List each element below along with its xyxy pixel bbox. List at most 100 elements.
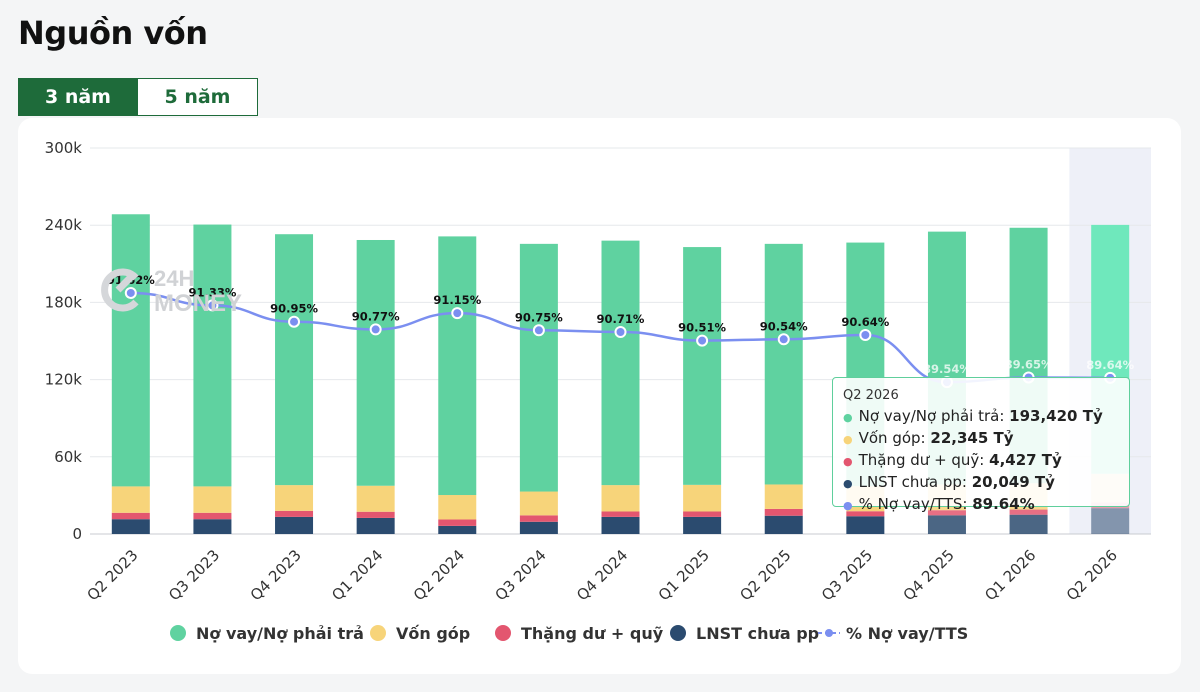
bar-debt[interactable] <box>193 224 232 487</box>
legend-marker-icon <box>670 625 686 641</box>
y-tick-label: 60k <box>54 448 82 466</box>
bar-surplus[interactable] <box>519 515 558 522</box>
x-tick-label: Q3 2023 <box>165 546 223 604</box>
x-tick-label: Q1 2024 <box>328 546 386 604</box>
bar-capital[interactable] <box>519 491 558 516</box>
ratio-data-label: 91.33% <box>188 285 236 299</box>
watermark-line1: 24H <box>154 266 194 291</box>
bar-debt[interactable] <box>601 240 640 486</box>
x-tick-label: Q2 2025 <box>736 546 794 604</box>
bar-retained[interactable] <box>846 516 885 534</box>
ratio-dot-icon: ● <box>843 499 853 512</box>
bar-debt[interactable] <box>519 243 558 492</box>
watermark-logo: 24H MONEY <box>92 264 262 317</box>
ratio-point[interactable] <box>532 324 545 337</box>
bar-surplus[interactable] <box>927 510 966 516</box>
bar-debt[interactable] <box>683 247 722 485</box>
ratio-data-label: 90.95% <box>270 302 318 316</box>
bar-capital[interactable] <box>275 485 314 511</box>
legend-item-capital[interactable]: Vốn góp <box>370 624 470 643</box>
tooltip-title: Q2 2026 <box>843 388 899 403</box>
bar-retained[interactable] <box>438 525 477 534</box>
x-tick-label: Q2 2026 <box>1063 546 1121 604</box>
bar-surplus[interactable] <box>1009 509 1048 515</box>
bar-retained[interactable] <box>111 519 150 534</box>
legend-label: Thặng dư + quỹ <box>521 624 664 643</box>
tooltip-row-retained: ● LNST chưa pp: 20,049 Tỷ <box>843 473 1055 491</box>
bar-capital[interactable] <box>193 486 232 513</box>
bar-capital[interactable] <box>683 484 722 512</box>
bar-surplus[interactable] <box>356 511 395 518</box>
y-tick-label: 180k <box>45 293 83 311</box>
bar-retained[interactable] <box>1091 508 1130 534</box>
ratio-point[interactable] <box>777 333 790 346</box>
bar-surplus[interactable] <box>846 511 885 517</box>
ratio-point[interactable] <box>288 315 301 328</box>
tooltip-row-surplus: ● Thặng dư + quỹ: 4,427 Tỷ <box>843 451 1062 469</box>
bar-retained[interactable] <box>193 519 232 534</box>
ratio-data-label: 89.64% <box>1086 358 1134 372</box>
period-tabs: 3 năm 5 năm <box>18 78 258 116</box>
bar-capital[interactable] <box>601 485 640 512</box>
bar-retained[interactable] <box>683 516 722 534</box>
x-tick-label: Q2 2024 <box>410 546 468 604</box>
bar-debt[interactable] <box>275 234 314 486</box>
ratio-point[interactable] <box>124 286 137 299</box>
debt-dot-icon: ● <box>843 411 853 424</box>
bar-capital[interactable] <box>764 484 803 509</box>
bar-capital[interactable] <box>356 485 395 512</box>
y-tick-label: 120k <box>45 371 83 389</box>
bar-surplus[interactable] <box>764 508 803 516</box>
tooltip-row-debt: ● Nợ vay/Nợ phải trả: 193,420 Tỷ <box>843 407 1103 425</box>
ratio-data-label: 90.75% <box>515 310 563 324</box>
logo-icon <box>101 268 139 312</box>
bar-retained[interactable] <box>927 515 966 534</box>
bar-retained[interactable] <box>275 516 314 534</box>
x-tick-label: Q4 2025 <box>900 546 958 604</box>
ratio-data-label: 89.65% <box>1005 357 1053 371</box>
bar-debt[interactable] <box>356 239 395 486</box>
legend-item-ratio[interactable]: % Nợ vay/TTS <box>818 624 968 643</box>
bar-surplus[interactable] <box>438 519 477 526</box>
bar-capital[interactable] <box>438 495 477 520</box>
page-title: Nguồn vốn <box>18 14 208 52</box>
legend-label: Nợ vay/Nợ phải trả <box>196 624 364 643</box>
legend-item-debt[interactable]: Nợ vay/Nợ phải trả <box>170 624 364 643</box>
ratio-data-label: 90.77% <box>352 309 400 323</box>
ratio-point[interactable] <box>369 323 382 336</box>
tab-3-years[interactable]: 3 năm <box>18 78 138 116</box>
chart-tooltip: Q2 2026 ● Nợ vay/Nợ phải trả: 193,420 Tỷ … <box>832 377 1130 513</box>
capital-dot-icon: ● <box>843 433 853 446</box>
ratio-point[interactable] <box>614 325 627 338</box>
x-tick-label: Q1 2026 <box>981 546 1039 604</box>
ratio-point[interactable] <box>206 299 219 312</box>
bar-retained[interactable] <box>519 521 558 534</box>
legend-item-retained[interactable]: LNST chưa pp <box>670 624 819 643</box>
bar-surplus[interactable] <box>683 511 722 517</box>
bar-debt[interactable] <box>438 236 477 496</box>
bar-retained[interactable] <box>1009 514 1048 534</box>
x-tick-label: Q3 2025 <box>818 546 876 604</box>
bar-surplus[interactable] <box>601 511 640 517</box>
bar-retained[interactable] <box>601 516 640 534</box>
y-tick-label: 0 <box>72 525 82 543</box>
bar-retained[interactable] <box>356 517 395 534</box>
ratio-data-label: 91.15% <box>433 293 481 307</box>
x-tick-label: Q4 2023 <box>247 546 305 604</box>
ratio-point[interactable] <box>696 334 709 347</box>
x-tick-label: Q2 2023 <box>83 546 141 604</box>
surplus-dot-icon: ● <box>843 455 853 468</box>
bar-debt[interactable] <box>764 243 803 485</box>
bar-surplus[interactable] <box>193 512 232 520</box>
ratio-point[interactable] <box>859 328 872 341</box>
legend-marker-icon <box>170 625 186 641</box>
legend-item-surplus[interactable]: Thặng dư + quỹ <box>495 624 664 643</box>
tab-5-years[interactable]: 5 năm <box>138 78 258 116</box>
bar-retained[interactable] <box>764 515 803 534</box>
bar-capital[interactable] <box>111 486 150 513</box>
bar-surplus[interactable] <box>275 510 314 517</box>
ratio-point[interactable] <box>451 307 464 320</box>
bar-debt[interactable] <box>111 214 150 487</box>
bar-surplus[interactable] <box>111 512 150 520</box>
y-tick-label: 300k <box>45 139 83 157</box>
